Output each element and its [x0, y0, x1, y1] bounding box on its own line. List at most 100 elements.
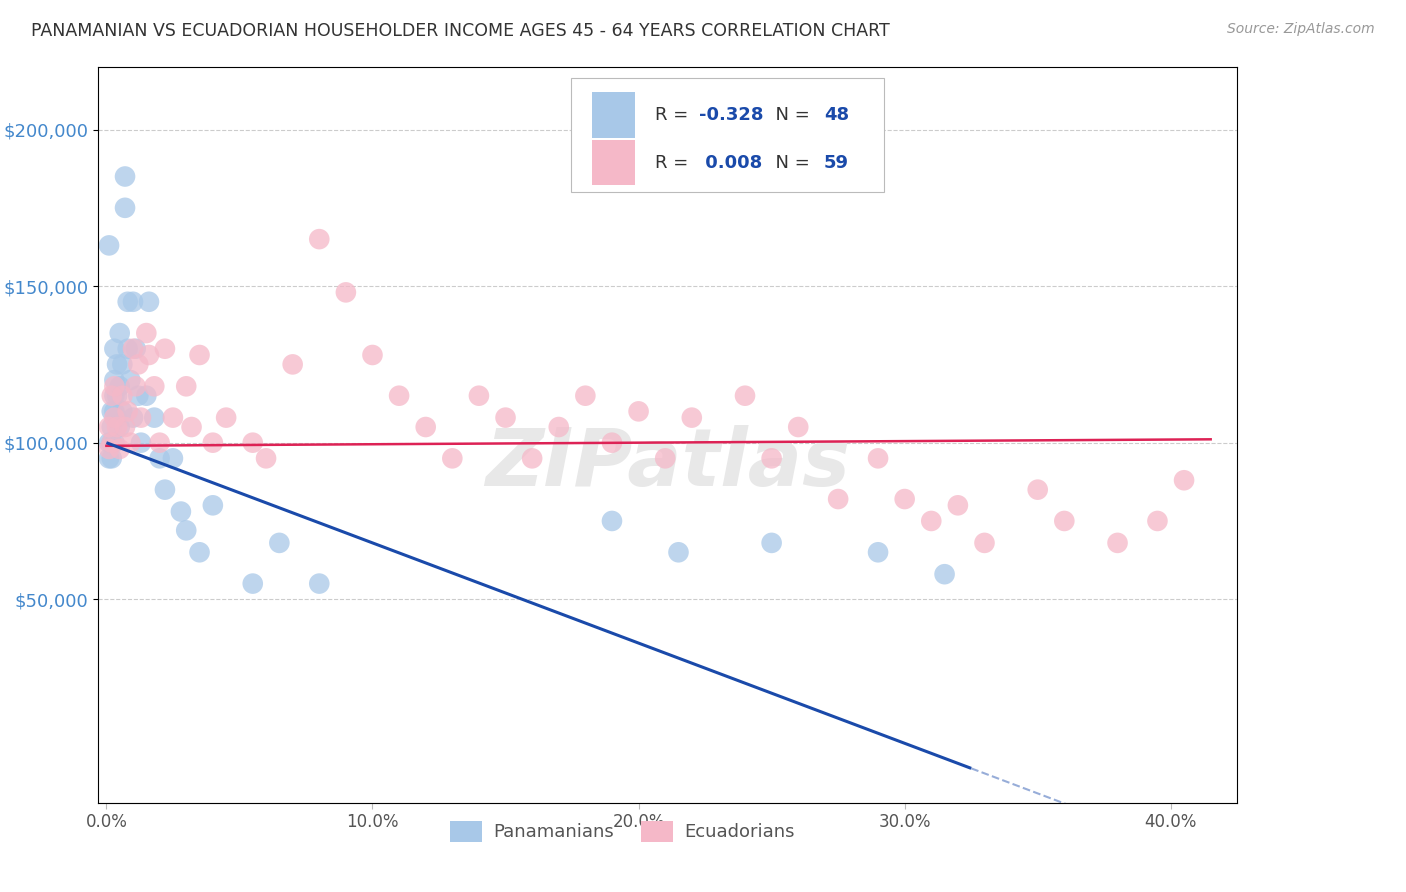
- Point: [1026, 483, 1049, 497]
- Point: [920, 514, 942, 528]
- Text: ZIPatlas: ZIPatlas: [485, 425, 851, 503]
- Point: [868, 545, 890, 559]
- Point: [893, 491, 915, 506]
- Point: [103, 435, 125, 450]
- Point: [103, 379, 125, 393]
- Point: [108, 379, 131, 393]
- Text: N =: N =: [763, 106, 815, 124]
- Point: [188, 348, 211, 362]
- Point: [114, 169, 136, 184]
- Point: [201, 435, 224, 450]
- Point: [98, 238, 121, 252]
- Point: [122, 342, 145, 356]
- Point: [335, 285, 357, 300]
- Point: [495, 410, 517, 425]
- Point: [100, 451, 122, 466]
- Point: [135, 326, 157, 340]
- Point: [111, 358, 134, 372]
- Point: [100, 404, 122, 418]
- Point: [761, 536, 783, 550]
- Point: [174, 524, 197, 538]
- Point: [547, 420, 569, 434]
- Point: [111, 389, 134, 403]
- Point: [122, 410, 145, 425]
- FancyBboxPatch shape: [592, 140, 636, 186]
- Point: [681, 410, 703, 425]
- Point: [111, 404, 134, 418]
- Point: [143, 379, 166, 393]
- Point: [973, 536, 995, 550]
- Point: [105, 358, 128, 372]
- Point: [149, 451, 172, 466]
- Point: [98, 435, 121, 450]
- Point: [468, 389, 491, 403]
- Point: [124, 379, 146, 393]
- Point: [180, 420, 202, 434]
- Point: [122, 294, 145, 309]
- Point: [170, 505, 193, 519]
- Legend: Panamanians, Ecuadorians: Panamanians, Ecuadorians: [443, 814, 801, 849]
- Point: [600, 435, 623, 450]
- Point: [98, 420, 121, 434]
- Point: [108, 420, 131, 434]
- FancyBboxPatch shape: [571, 78, 884, 192]
- Point: [308, 576, 330, 591]
- Point: [761, 451, 783, 466]
- Text: PANAMANIAN VS ECUADORIAN HOUSEHOLDER INCOME AGES 45 - 64 YEARS CORRELATION CHART: PANAMANIAN VS ECUADORIAN HOUSEHOLDER INC…: [31, 22, 890, 40]
- Point: [1146, 514, 1168, 528]
- Point: [388, 389, 411, 403]
- Point: [114, 420, 136, 434]
- Text: N =: N =: [763, 153, 815, 171]
- Point: [120, 373, 142, 387]
- Text: 48: 48: [824, 106, 849, 124]
- Point: [138, 294, 160, 309]
- Point: [103, 389, 125, 403]
- Text: -0.328: -0.328: [699, 106, 763, 124]
- Point: [129, 435, 152, 450]
- Point: [654, 451, 676, 466]
- Point: [600, 514, 623, 528]
- Point: [117, 294, 139, 309]
- Point: [1053, 514, 1076, 528]
- Point: [98, 442, 121, 456]
- Point: [143, 410, 166, 425]
- Point: [100, 435, 122, 450]
- Point: [103, 373, 125, 387]
- Point: [1107, 536, 1129, 550]
- Point: [117, 342, 139, 356]
- Text: Source: ZipAtlas.com: Source: ZipAtlas.com: [1227, 22, 1375, 37]
- Point: [153, 483, 176, 497]
- FancyBboxPatch shape: [592, 92, 636, 137]
- Point: [934, 567, 956, 582]
- Point: [114, 201, 136, 215]
- Point: [242, 435, 264, 450]
- Point: [787, 420, 810, 434]
- Point: [574, 389, 596, 403]
- Point: [149, 435, 172, 450]
- Point: [946, 498, 969, 512]
- Text: R =: R =: [655, 153, 695, 171]
- Point: [174, 379, 197, 393]
- Point: [153, 342, 176, 356]
- Point: [127, 389, 149, 403]
- Point: [105, 389, 128, 403]
- Point: [103, 404, 125, 418]
- Text: R =: R =: [655, 106, 695, 124]
- Point: [135, 389, 157, 403]
- Point: [127, 358, 149, 372]
- Text: 0.008: 0.008: [699, 153, 762, 171]
- Point: [254, 451, 277, 466]
- Point: [100, 389, 122, 403]
- Point: [105, 410, 128, 425]
- Point: [162, 451, 184, 466]
- Point: [103, 410, 125, 425]
- Point: [361, 348, 384, 362]
- Point: [627, 404, 650, 418]
- Point: [188, 545, 211, 559]
- Point: [415, 420, 437, 434]
- Point: [138, 348, 160, 362]
- Point: [108, 442, 131, 456]
- Point: [124, 342, 146, 356]
- Point: [668, 545, 690, 559]
- Point: [117, 404, 139, 418]
